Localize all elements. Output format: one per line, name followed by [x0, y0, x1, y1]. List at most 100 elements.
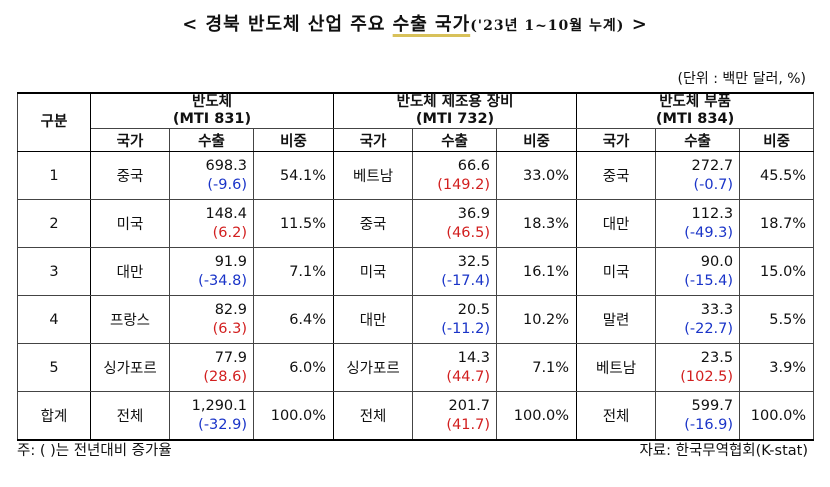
export-value: 82.9 — [214, 301, 247, 318]
export-cell: 77.9 (28.6) — [169, 343, 254, 392]
share-cell: 18.3% — [496, 199, 578, 248]
yoy-change: (-15.4) — [684, 272, 734, 289]
export-value: 272.7 — [691, 157, 734, 174]
yoy-change: (-17.4) — [441, 272, 491, 289]
share-cell: 15.0% — [739, 247, 815, 296]
col-share: 비중 — [252, 128, 335, 152]
yoy-change: (-11.2) — [441, 320, 491, 337]
source-note: 자료: 한국무역협회(K-stat) — [639, 443, 808, 459]
country-cell: 대만 — [90, 247, 170, 296]
col-export: 수출 — [169, 128, 254, 152]
country-cell: 대만 — [333, 295, 414, 344]
export-cell: 66.6 (149.2) — [412, 151, 498, 200]
export-cell: 82.9 (6.3) — [169, 295, 254, 344]
rank-cell: 5 — [17, 343, 91, 392]
title-highlight: 수출 국가 — [392, 14, 471, 35]
country-cell: 미국 — [90, 199, 170, 248]
share-cell: 7.1% — [252, 247, 335, 296]
country-cell: 싱가포르 — [333, 343, 414, 392]
country-cell: 중국 — [333, 199, 414, 248]
export-cell: 112.3 (-49.3) — [655, 199, 741, 248]
yoy-change: (-0.7) — [693, 176, 734, 193]
share-cell: 100.0% — [252, 391, 335, 441]
country-cell: 전체 — [90, 391, 170, 441]
export-cell: 33.3 (-22.7) — [655, 295, 741, 344]
title-suffix: > — [624, 14, 648, 35]
yoy-change: (-32.9) — [198, 416, 247, 433]
country-cell: 말련 — [576, 295, 657, 344]
export-value: 148.4 — [205, 205, 247, 222]
col-share: 비중 — [739, 128, 815, 152]
header-section-semiconductor: 반도체 (MTI 831) — [89, 92, 335, 129]
country-cell: 미국 — [333, 247, 414, 296]
yoy-change: (46.5) — [446, 224, 491, 241]
export-value: 36.9 — [457, 205, 491, 222]
share-cell: 5.5% — [739, 295, 815, 344]
country-cell: 프랑스 — [90, 295, 170, 344]
export-table: 구분 반도체 (MTI 831) 반도체 제조용 장비 (MTI 732) 반도… — [17, 92, 815, 441]
col-export: 수출 — [412, 128, 498, 152]
section-code: (MTI 831) — [172, 111, 252, 127]
table-row: 1 중국 698.3 (-9.6) 54.1% 베트남 66.6 (149.2) 33.0% 중국… — [17, 151, 815, 200]
title-period: ('23년 1~10월 누계) — [470, 18, 625, 34]
header-section-parts: 반도체 부품 (MTI 834) — [576, 92, 815, 129]
header-row-sections: 구분 반도체 (MTI 831) 반도체 제조용 장비 (MTI 732) 반도… — [17, 92, 815, 152]
share-cell: 3.9% — [739, 343, 815, 392]
country-cell: 중국 — [90, 151, 170, 200]
export-value: 1,290.1 — [191, 397, 247, 414]
share-cell: 54.1% — [252, 151, 335, 200]
col-country: 국가 — [576, 128, 657, 152]
export-value: 599.7 — [691, 397, 734, 414]
total-row: 합계 전체 1,290.1 (-32.9) 100.0% 전체 201.7 (41.7) 100… — [17, 391, 815, 441]
section-name: 반도체 — [192, 94, 233, 110]
share-cell: 11.5% — [252, 199, 335, 248]
yoy-change: (44.7) — [446, 368, 491, 385]
section-code: (MTI 834) — [655, 111, 735, 127]
header-row-columns: 국가 수출 비중 국가 수출 비중 국가 수출 비중 — [18, 128, 815, 152]
share-cell: 18.7% — [739, 199, 815, 248]
export-cell: 36.9 (46.5) — [412, 199, 498, 248]
yoy-change: (149.2) — [437, 176, 491, 193]
section-code: (MTI 732) — [415, 111, 495, 127]
page-title: < 경북 반도체 산업 주요 수출 국가('23년 1~10월 누계) > — [0, 10, 830, 36]
export-cell: 14.3 (44.7) — [412, 343, 498, 392]
export-value: 32.5 — [457, 253, 491, 270]
section-name: 반도체 부품 — [659, 94, 731, 110]
export-value: 90.0 — [700, 253, 734, 270]
country-cell: 베트남 — [576, 343, 657, 392]
export-value: 91.9 — [214, 253, 247, 270]
country-cell: 베트남 — [333, 151, 414, 200]
country-cell: 싱가포르 — [90, 343, 170, 392]
col-country: 국가 — [90, 128, 170, 152]
country-cell: 전체 — [576, 391, 657, 441]
share-cell: 6.4% — [252, 295, 335, 344]
rank-cell: 합계 — [17, 391, 91, 441]
export-value: 698.3 — [205, 157, 247, 174]
export-cell: 698.3 (-9.6) — [169, 151, 254, 200]
export-cell: 1,290.1 (-32.9) — [169, 391, 254, 441]
export-cell: 32.5 (-17.4) — [412, 247, 498, 296]
export-value: 77.9 — [214, 349, 247, 366]
col-share: 비중 — [496, 128, 578, 152]
export-value: 14.3 — [457, 349, 491, 366]
table-row: 4 프랑스 82.9 (6.3) 6.4% 대만 20.5 (-11.2) 10.2% 말련 33.… — [17, 295, 815, 344]
country-cell: 대만 — [576, 199, 657, 248]
rank-cell: 3 — [17, 247, 91, 296]
yoy-change: (-49.3) — [684, 224, 734, 241]
yoy-change: (-16.9) — [684, 416, 734, 433]
export-value: 20.5 — [457, 301, 491, 318]
title-prefix: < 경북 반도체 산업 주요 — [182, 14, 393, 35]
yoy-change: (41.7) — [446, 416, 491, 433]
share-cell: 100.0% — [496, 391, 578, 441]
export-value: 66.6 — [457, 157, 491, 174]
yoy-change: (-34.8) — [198, 272, 247, 289]
export-cell: 148.4 (6.2) — [169, 199, 254, 248]
country-cell: 미국 — [576, 247, 657, 296]
share-cell: 10.2% — [496, 295, 578, 344]
rank-cell: 2 — [17, 199, 91, 248]
export-value: 23.5 — [700, 349, 734, 366]
export-cell: 90.0 (-15.4) — [655, 247, 741, 296]
yoy-change: (-22.7) — [684, 320, 734, 337]
header-group: 구분 — [17, 92, 91, 152]
yoy-change: (-9.6) — [207, 176, 247, 193]
